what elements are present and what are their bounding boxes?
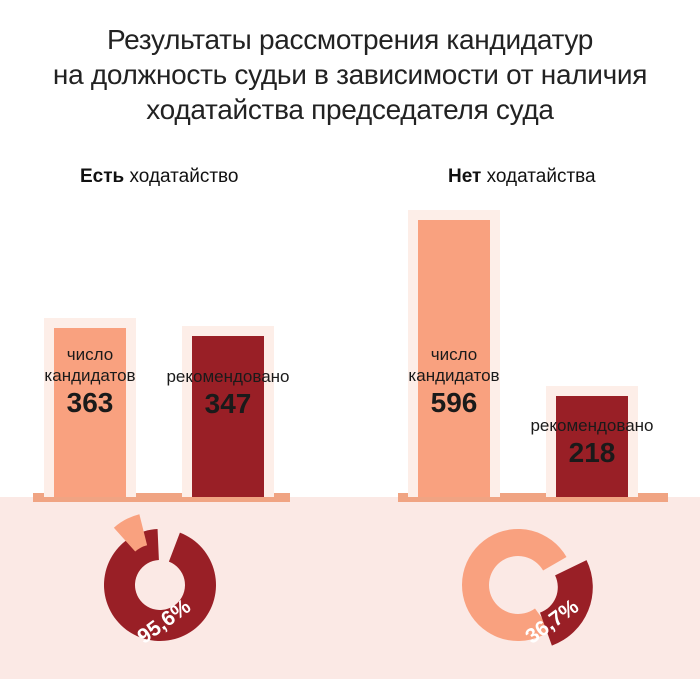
- bar-candidates: [54, 328, 126, 497]
- donut-remainder-segment: [462, 529, 567, 641]
- bar-label-line: кандидатов: [44, 366, 136, 385]
- title-line-2: на должность судьи в зависимости от нали…: [52, 59, 648, 90]
- group-heading-bold: Есть: [80, 166, 125, 187]
- bar-baseline: [398, 493, 668, 502]
- group-heading-with-petition: Есть ходатайство: [80, 166, 239, 188]
- share-donut: 36,7%: [462, 529, 593, 649]
- bar-recommended: [192, 335, 264, 497]
- bar-candidates: [418, 219, 490, 497]
- bar-label: рекомендовано 218: [512, 415, 672, 470]
- donut-share-segment: [104, 529, 216, 641]
- group-heading-without-petition: Нет ходатайства: [448, 166, 596, 188]
- title-line-1: Результаты рассмотрения кандидатур: [107, 24, 593, 55]
- donut-remainder-segment: [113, 514, 148, 552]
- bar-baseline: [33, 493, 290, 502]
- bar-label-line: рекомендовано: [166, 367, 290, 386]
- group-heading-rest: ходатайство: [124, 166, 239, 187]
- bar-label-line: число: [430, 345, 478, 364]
- bar-label-line: число: [66, 345, 114, 364]
- bar-value-label: 363: [66, 387, 114, 418]
- bar-label-line: рекомендовано: [530, 416, 654, 435]
- bar-label: число кандидатов 363: [10, 344, 170, 420]
- group-heading-bold: Нет: [448, 166, 482, 187]
- bar-value-label: 218: [568, 437, 616, 468]
- title-line-3: ходатайства председателя суда: [146, 94, 554, 125]
- bar-label: число кандидатов 596: [374, 344, 534, 420]
- bar-recommended: [556, 395, 628, 497]
- chart-title: Результаты рассмотрения кандидатур на до…: [0, 22, 700, 127]
- bar-value-label: 347: [204, 388, 252, 419]
- donut-share-segment: [539, 560, 593, 646]
- group-heading-rest: ходатайства: [481, 166, 596, 187]
- bar-value-label: 596: [430, 387, 478, 418]
- share-donut: 95,6%: [104, 514, 216, 649]
- bar-label-line: кандидатов: [408, 366, 500, 385]
- bar-label: рекомендовано 347: [148, 366, 308, 421]
